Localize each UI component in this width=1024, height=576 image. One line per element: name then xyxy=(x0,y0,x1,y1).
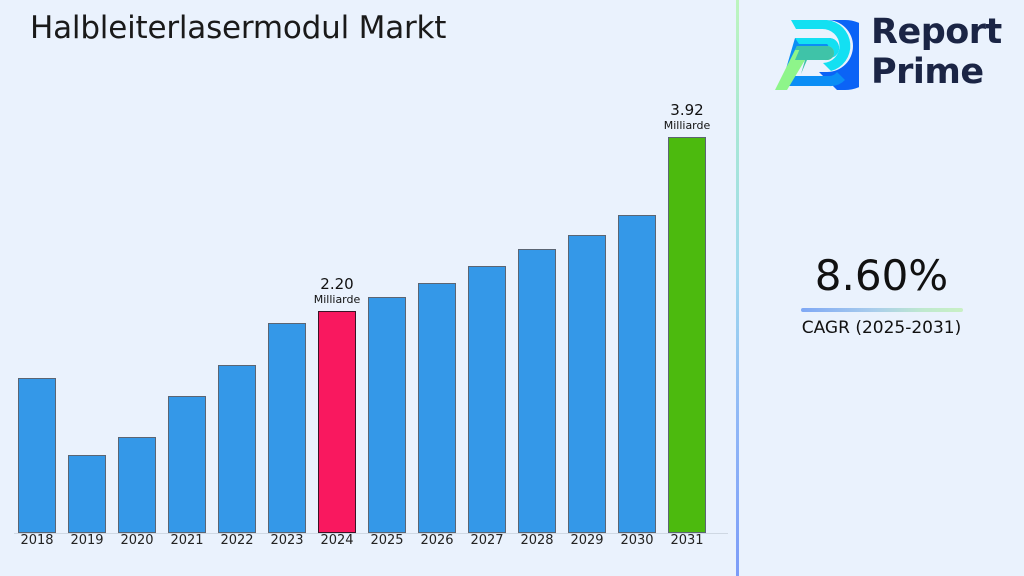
bar-group-2024: 2.20 Milliarde 2024 xyxy=(314,276,361,549)
bar-group-2025: 2025 xyxy=(368,297,406,548)
x-tick-2028: 2028 xyxy=(520,533,554,548)
bar-value-label-2031: 3.92 Milliarde xyxy=(663,101,711,133)
bar-2029[interactable] xyxy=(568,235,606,533)
brand-panel: Report Prime 8.60% CAGR (2025-2031) xyxy=(739,0,1024,576)
bar-2019[interactable] xyxy=(68,455,106,533)
bar-2025[interactable] xyxy=(368,297,406,533)
brand-wordmark: Report Prime xyxy=(871,12,1002,92)
bar-group-2018: 2018 xyxy=(18,378,56,548)
bar-group-2019: 2019 xyxy=(68,455,106,548)
cagr-label: CAGR (2025-2031) xyxy=(801,318,962,338)
x-tick-2025: 2025 xyxy=(370,533,404,548)
bar-2021[interactable] xyxy=(168,396,206,533)
chart-panel: Halbleiterlasermodul Markt 2018 2019 2020 2… xyxy=(14,10,728,549)
x-tick-2021: 2021 xyxy=(170,533,204,548)
bar-group-2026: 2026 xyxy=(418,283,456,548)
x-tick-2022: 2022 xyxy=(220,533,254,548)
bar-2020[interactable] xyxy=(118,437,156,533)
cagr-block: 8.60% CAGR (2025-2031) xyxy=(739,250,1024,340)
x-tick-2019: 2019 xyxy=(70,533,104,548)
x-tick-2026: 2026 xyxy=(420,533,454,548)
bar-2018[interactable] xyxy=(18,378,56,533)
cagr-divider xyxy=(800,308,963,312)
x-tick-2023: 2023 xyxy=(270,533,304,548)
panel-divider xyxy=(736,0,739,576)
bar-2023[interactable] xyxy=(268,323,306,533)
bar-2026[interactable] xyxy=(418,283,456,533)
brand-wordmark-line1: Report xyxy=(871,12,1002,52)
bar-group-2020: 2020 xyxy=(118,437,156,548)
bar-group-2023: 2023 xyxy=(268,323,306,548)
bar-2028[interactable] xyxy=(518,249,556,533)
bar-group-2030: 2030 xyxy=(618,215,656,548)
bar-value-unit-2031: Milliarde xyxy=(663,119,711,132)
report-prime-r-logo-icon xyxy=(775,16,880,90)
brand-wordmark-line2: Prime xyxy=(871,52,984,92)
bar-value-number-2024: 2.20 xyxy=(320,275,354,293)
x-tick-2030: 2030 xyxy=(620,533,654,548)
bar-group-2029: 2029 xyxy=(568,235,606,548)
cagr-value: 8.60% xyxy=(814,251,949,300)
x-axis-line xyxy=(14,533,728,534)
bar-2024[interactable] xyxy=(318,311,356,533)
bar-2027[interactable] xyxy=(468,266,506,533)
x-tick-2018: 2018 xyxy=(20,533,54,548)
bar-value-label-2024: 2.20 Milliarde xyxy=(313,275,361,307)
bar-value-number-2031: 3.92 xyxy=(670,101,704,119)
bar-group-2027: 2027 xyxy=(468,266,506,548)
bar-2022[interactable] xyxy=(218,365,256,533)
x-tick-2029: 2029 xyxy=(570,533,604,548)
bar-chart: 2018 2019 2020 2021 2022 2023 2.20 Milliarde 202… xyxy=(14,102,728,549)
bar-value-unit-2024: Milliarde xyxy=(313,293,361,306)
x-tick-2024: 2024 xyxy=(320,533,354,548)
bar-group-2028: 2028 xyxy=(518,249,556,548)
bar-2031[interactable] xyxy=(668,137,706,533)
bar-group-2022: 2022 xyxy=(218,365,256,548)
x-tick-2031: 2031 xyxy=(670,533,704,548)
x-tick-2027: 2027 xyxy=(470,533,504,548)
brand-logo[interactable]: Report Prime xyxy=(775,12,1011,94)
x-tick-2020: 2020 xyxy=(120,533,154,548)
bar-2030[interactable] xyxy=(618,215,656,533)
bar-group-2031: 3.92 Milliarde 2031 xyxy=(664,102,711,549)
page-title: Halbleiterlasermodul Markt xyxy=(30,10,447,46)
bar-group-2021: 2021 xyxy=(168,396,206,548)
